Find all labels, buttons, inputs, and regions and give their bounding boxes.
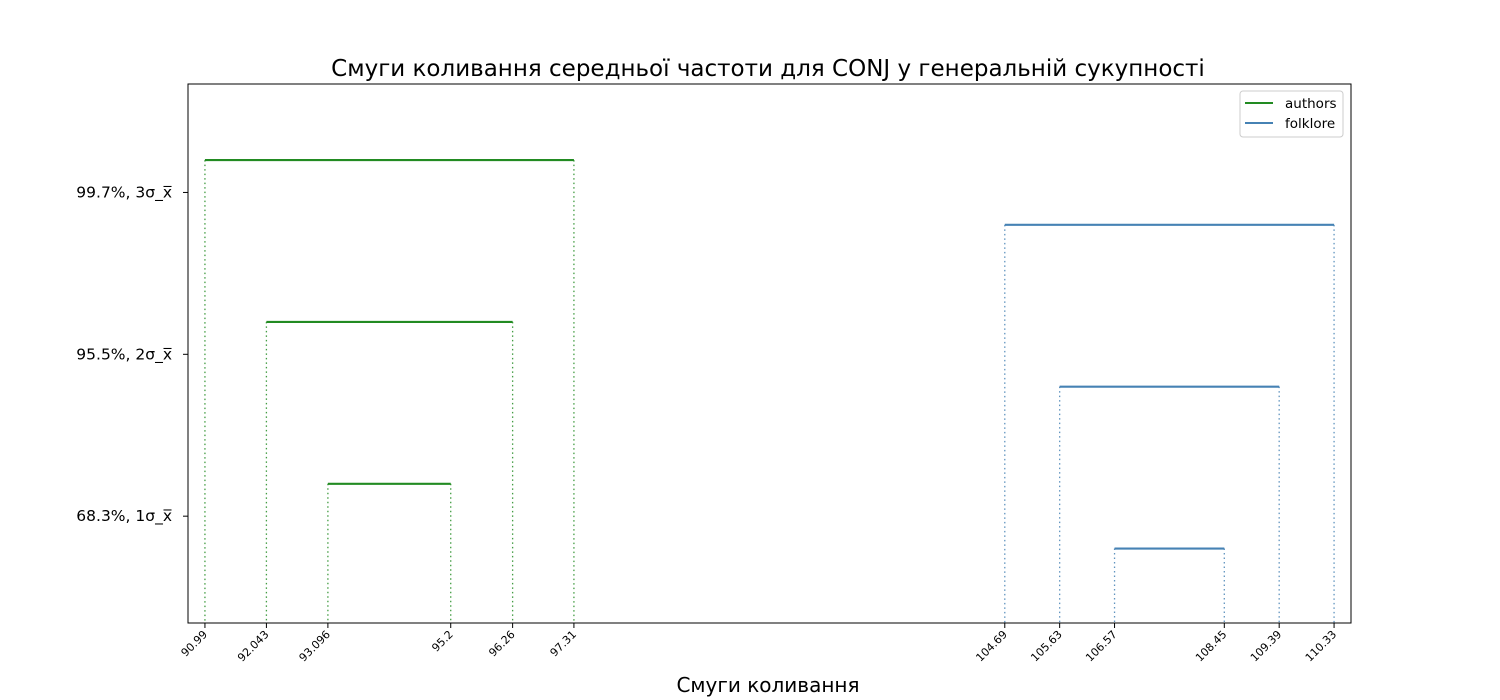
plot-area (204, 158, 1335, 623)
legend-label-authors: authors (1285, 96, 1337, 112)
y-tick-label: 95.5%, 2σ_x̅ (76, 345, 172, 364)
x-tick-label: 90.99 (179, 628, 210, 659)
x-tick-label: 104.69 (973, 628, 1009, 664)
axes-frame (187, 83, 1352, 624)
x-axis-label: Смуги коливання (676, 673, 859, 697)
x-axis: 90.99 92.043 93.096 95.2 96.26 97.31 104.69 105… (179, 623, 1339, 664)
x-tick-label: 105.63 (1028, 628, 1064, 664)
x-tick-label: 93.096 (297, 628, 333, 664)
x-tick-label: 108.45 (1193, 628, 1229, 664)
y-axis: 68.3%, 1σ_x̅ 95.5%, 2σ_x̅ 99.7%, 3σ_x̅ (76, 183, 188, 526)
x-tick-label: 92.043 (235, 628, 271, 664)
y-tick-label: 68.3%, 1σ_x̅ (76, 507, 172, 526)
x-tick-label: 97.31 (548, 628, 579, 659)
x-tick-label: 109.39 (1248, 628, 1284, 664)
y-tick-label: 99.7%, 3σ_x̅ (76, 183, 172, 202)
legend: authors folklore (1239, 90, 1344, 138)
chart-title: Смуги коливання середньої частоти для CO… (331, 56, 1205, 82)
x-tick-label: 96.26 (486, 628, 517, 659)
legend-label-folklore: folklore (1285, 116, 1335, 132)
x-tick-label: 106.57 (1083, 628, 1119, 664)
x-tick-label: 95.2 (429, 628, 456, 655)
x-tick-label: 110.33 (1303, 628, 1339, 664)
